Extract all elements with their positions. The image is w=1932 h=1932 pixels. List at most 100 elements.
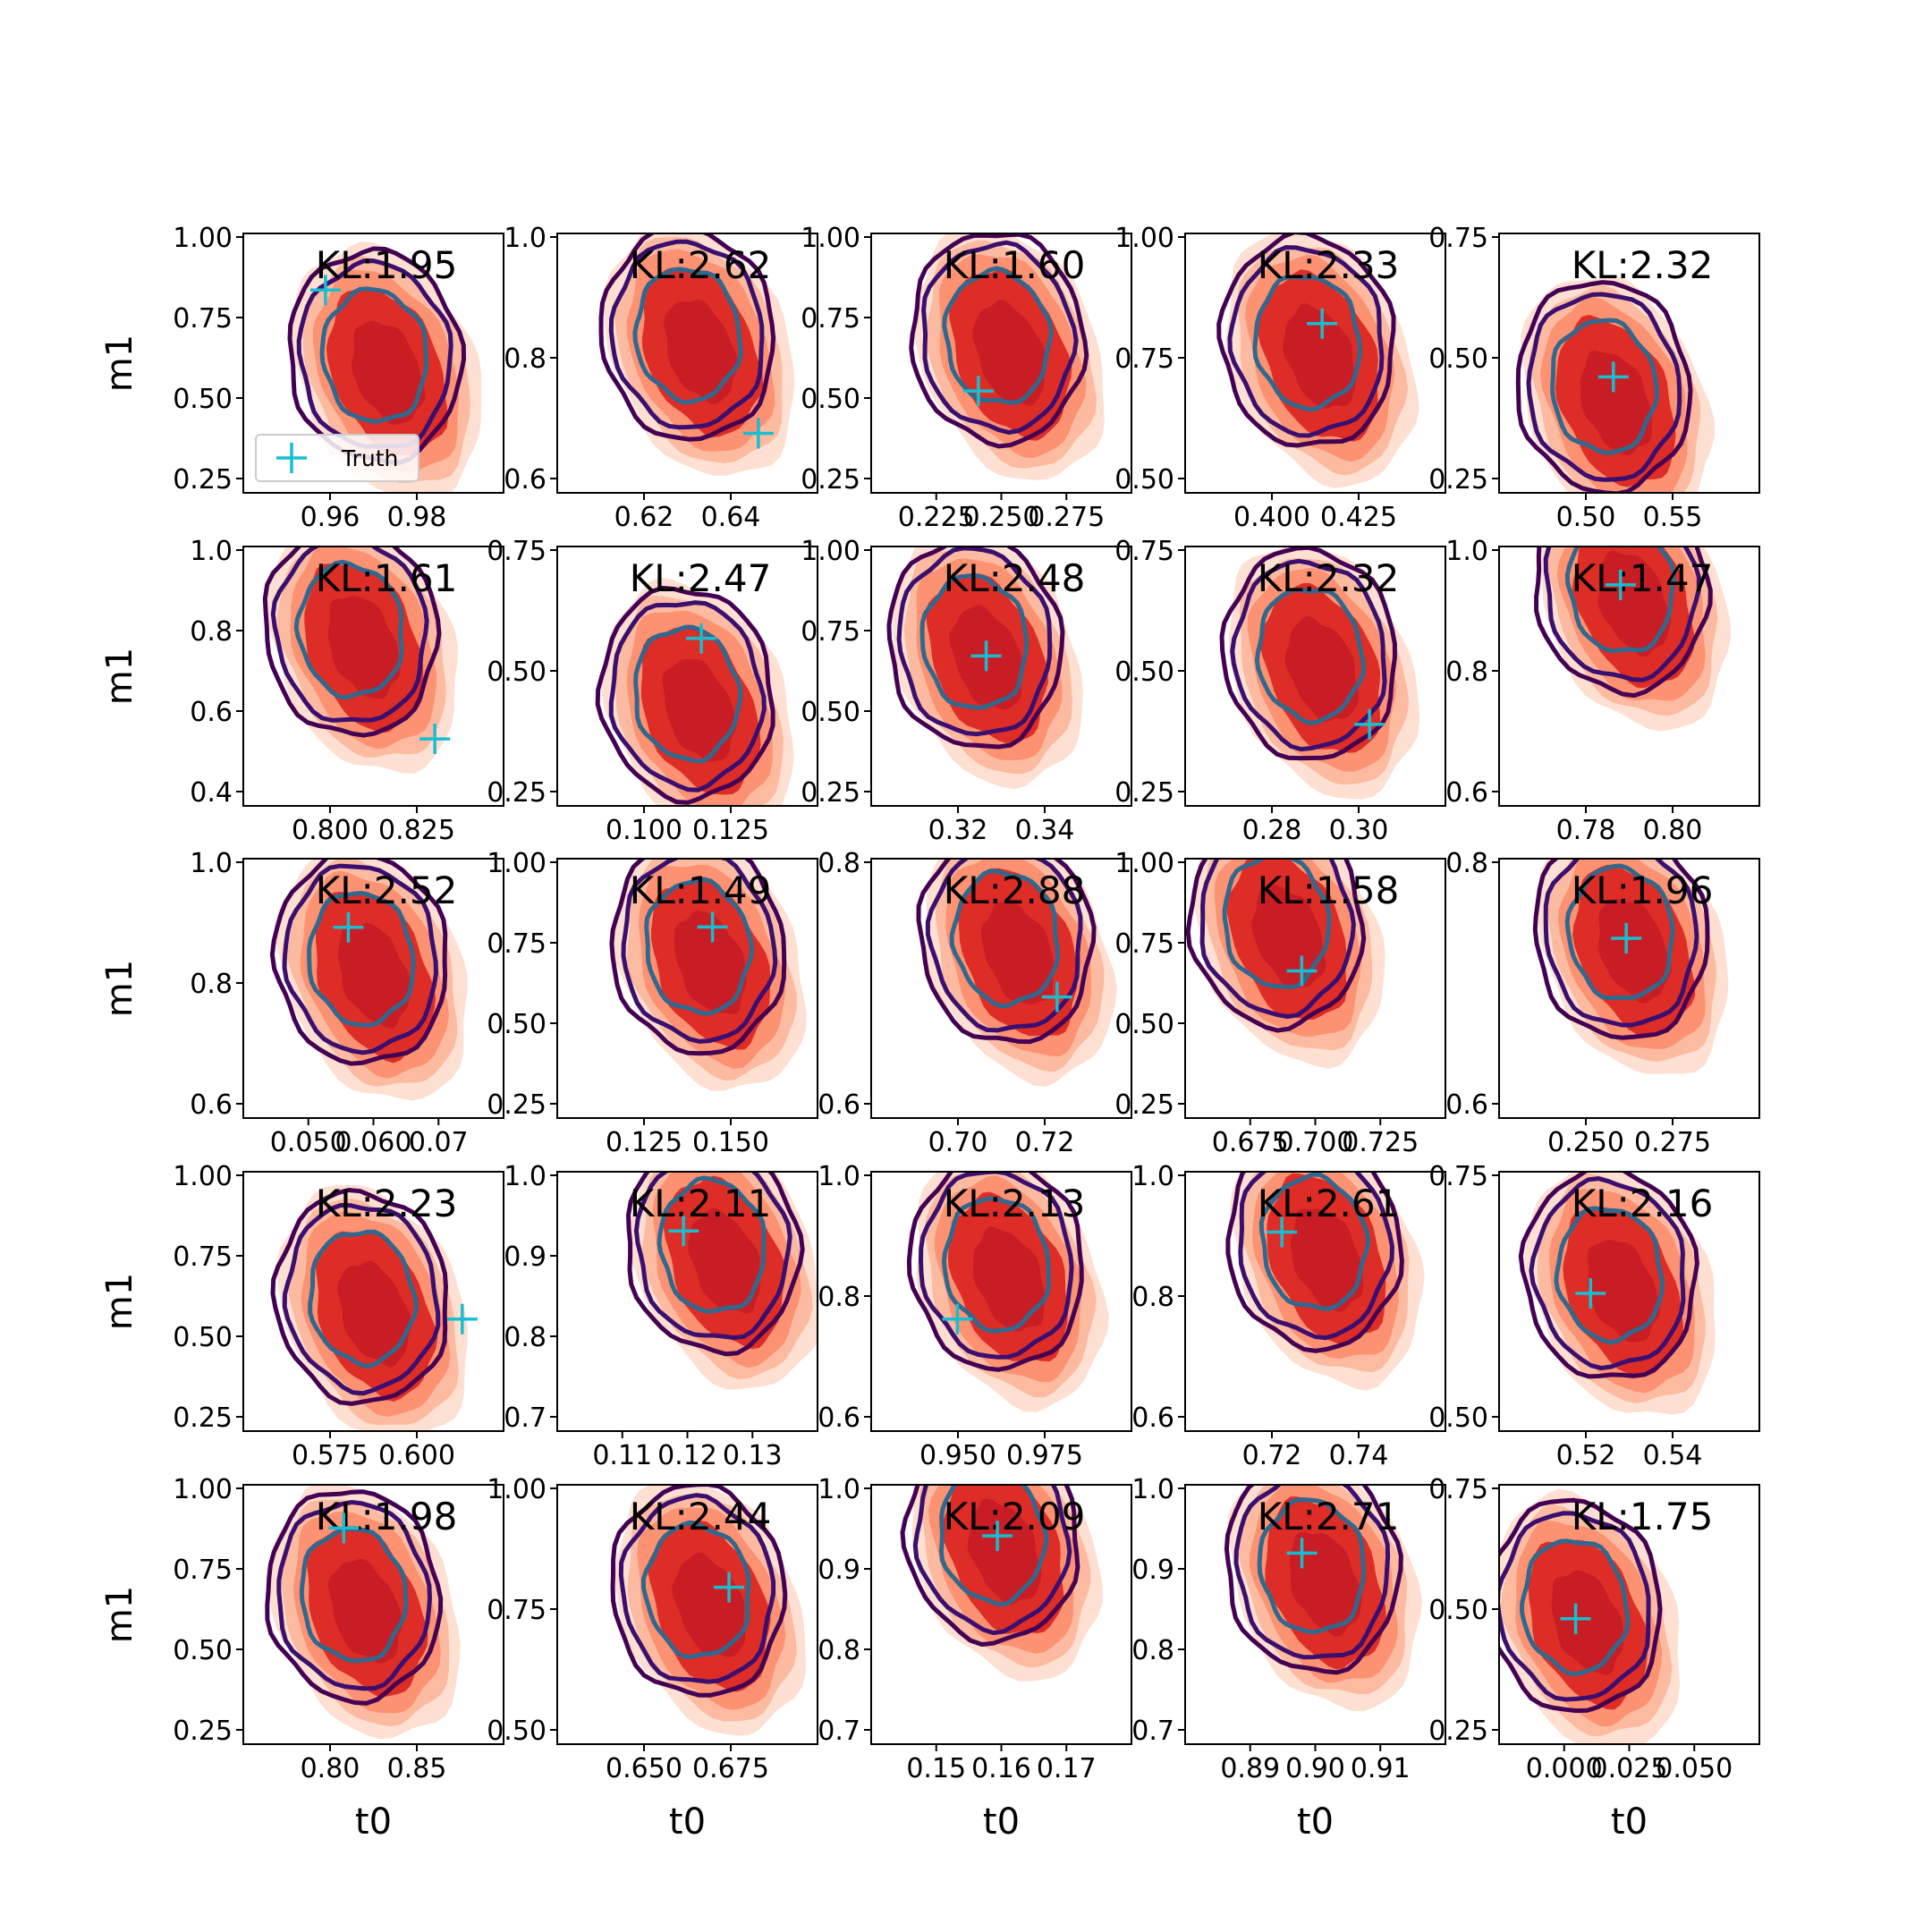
kl-annotation: KL:2.71 — [1258, 1495, 1400, 1538]
x-tick-label: 0.250 — [963, 502, 1040, 533]
x-tick-label: 0.70 — [928, 1127, 988, 1158]
plot-area — [595, 577, 794, 806]
x-tick-label: 0.125 — [692, 815, 769, 846]
y-tick-label: 0.9 — [818, 1555, 860, 1586]
axes-frame — [556, 546, 818, 807]
contour-line-level-2 — [282, 863, 439, 1055]
contour-line-level-3 — [632, 267, 743, 405]
x-tick-label: 0.575 — [292, 1440, 369, 1471]
plot-area — [1532, 859, 1729, 1074]
plot-area — [916, 859, 1117, 1088]
y-tick-label: 0.6 — [818, 1402, 860, 1434]
y-tick-label: 0.75 — [801, 616, 860, 648]
truth-marker — [1267, 1216, 1298, 1248]
contour-line-level-1 — [610, 1485, 788, 1698]
plot-area — [909, 233, 1105, 480]
truth-marker — [333, 911, 364, 943]
kl-annotation: KL:2.23 — [316, 1182, 458, 1225]
y-tick-label: 0.50 — [1428, 1595, 1488, 1626]
density-fill-level-5 — [1283, 303, 1357, 409]
contour-line-level-1 — [609, 859, 787, 1056]
density-fill-level-5 — [337, 1261, 412, 1368]
y-axis-label: m1 — [99, 1586, 140, 1643]
contour-line-level-1 — [1534, 547, 1713, 699]
y-tick-label: 0.7 — [818, 1716, 860, 1747]
contour-line-level-2 — [925, 859, 1083, 1033]
plot-area — [900, 1485, 1103, 1682]
x-tick-label: 0.675 — [1212, 1127, 1289, 1158]
x-tick-label: 0.28 — [1242, 815, 1302, 846]
x-tick-label: 0.90 — [1285, 1753, 1345, 1784]
contour-line-level-3 — [1550, 318, 1659, 455]
kl-annotation: KL:2.62 — [630, 243, 772, 287]
y-tick-label: 0.25 — [487, 1089, 547, 1121]
y-tick-label: 0.75 — [1428, 1474, 1488, 1505]
panel-1: 0.96 0.98 1.00 0.75 0.50 0.25 KL:1.95 m1 Truth — [99, 223, 504, 533]
axes-frame — [1498, 858, 1760, 1119]
x-tick-label: 0.275 — [1028, 502, 1105, 533]
contour-line-level-3 — [308, 1229, 419, 1368]
y-tick-label: 0.8 — [1445, 848, 1488, 879]
y-tick-label: 0.75 — [801, 303, 860, 335]
kl-annotation: KL:1.47 — [1572, 556, 1714, 600]
x-tick-label: 0.64 — [701, 502, 761, 533]
y-tick-label: 0.50 — [487, 1009, 547, 1040]
legend-label: Truth — [341, 445, 398, 471]
density-fill-level-5 — [972, 1226, 1046, 1332]
panel-22: 0.650 0.675 1.00 0.75 0.50 KL:2.44 t0 — [487, 1474, 818, 1843]
y-tick-label: 0.50 — [1428, 1402, 1488, 1434]
y-tick-label: 0.8 — [1131, 1635, 1174, 1666]
y-tick-label: 0.50 — [1428, 343, 1488, 375]
truth-marker — [1597, 361, 1629, 393]
kl-annotation: KL:1.61 — [316, 556, 458, 600]
panel-9: 0.28 0.30 0.75 0.50 0.25 KL:2.32 — [1114, 536, 1446, 846]
x-tick-label: 0.52 — [1556, 1440, 1616, 1471]
x-tick-label: 0.225 — [898, 502, 975, 533]
density-fill-level-5 — [1289, 1531, 1362, 1637]
x-tick-label: 0.800 — [292, 815, 369, 846]
contour-line-level-3 — [644, 877, 755, 1016]
y-tick-label: 0.7 — [504, 1402, 547, 1434]
y-tick-label: 0.75 — [173, 303, 233, 335]
truth-marker — [1041, 981, 1072, 1013]
y-tick-label: 0.6 — [190, 697, 233, 728]
x-tick-label: 0.91 — [1351, 1753, 1411, 1784]
panel-16: 0.575 0.600 1.00 0.75 0.50 0.25 KL:2.23 m1 — [99, 1161, 504, 1471]
axes-frame — [1184, 546, 1446, 807]
plot-area — [609, 859, 807, 1091]
contour-line-level-2 — [1526, 292, 1682, 482]
x-tick-label: 0.100 — [606, 815, 682, 846]
x-tick-label: 0.050 — [270, 1127, 347, 1158]
x-tick-label: 0.17 — [1037, 1753, 1097, 1784]
kl-annotation: KL:1.98 — [316, 1495, 458, 1538]
y-tick-label: 0.25 — [801, 464, 860, 496]
contour-line-level-2 — [1233, 1485, 1391, 1660]
contour-line-level-1 — [1216, 233, 1396, 448]
truth-marker — [1354, 708, 1385, 740]
contour-line-level-2 — [633, 1172, 792, 1341]
truth-marker — [714, 1572, 745, 1603]
contour-line-level-1 — [269, 859, 448, 1066]
truth-marker — [1307, 308, 1338, 339]
axes-frame — [556, 1484, 818, 1745]
x-tick-label: 0.675 — [692, 1753, 769, 1784]
y-tick-label: 0.50 — [1114, 464, 1174, 496]
x-tick-label: 0.725 — [1342, 1127, 1419, 1158]
plot-area — [598, 233, 795, 476]
x-axis-label: t0 — [983, 1801, 1020, 1843]
contour-line-level-2 — [912, 1485, 1072, 1636]
x-tick-label: 0.060 — [335, 1127, 412, 1158]
y-tick-label: 0.25 — [1428, 1716, 1488, 1747]
x-tick-label: 0.55 — [1643, 502, 1703, 533]
x-tick-label: 0.62 — [614, 502, 674, 533]
contour-line-level-3 — [1564, 863, 1675, 1001]
y-tick-label: 0.75 — [1428, 223, 1488, 254]
x-tick-label: 0.825 — [378, 815, 455, 846]
contour-line-level-3 — [1252, 275, 1362, 412]
contour-line-level-2 — [270, 547, 429, 723]
panel-10: 0.78 0.80 1.0 0.8 0.6 KL:1.47 — [1445, 536, 1760, 846]
contour-line-level-1 — [886, 547, 1065, 750]
y-tick-label: 0.50 — [173, 1322, 233, 1353]
